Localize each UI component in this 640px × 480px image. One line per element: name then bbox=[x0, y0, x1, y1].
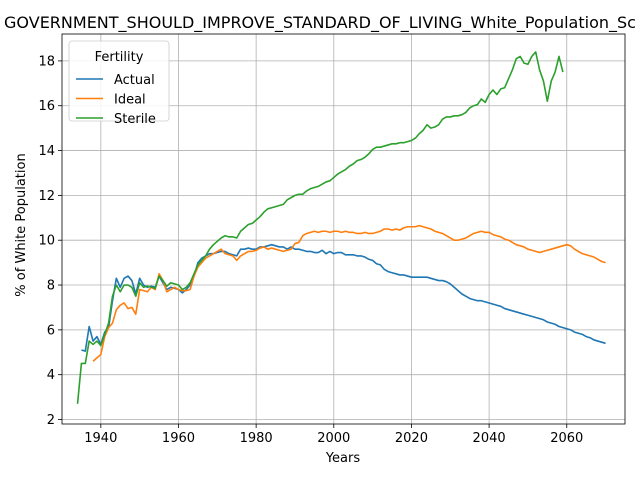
x-tick-label: 1960 bbox=[162, 431, 195, 446]
y-tick-label: 18 bbox=[38, 54, 55, 69]
series-line-sterile bbox=[76, 51, 564, 404]
x-axis-label: Years bbox=[325, 451, 361, 466]
series-lines bbox=[76, 51, 606, 404]
legend-label-sterile: Sterile bbox=[114, 112, 156, 127]
plot-frame bbox=[61, 33, 626, 425]
axis-ticks: 1940 1960 1980 2000 2020 2040 2060 2 4 6 8 10 12 14 16… bbox=[38, 54, 583, 446]
chart-title: GOVERNMENT_SHOULD_IMPROVE_STANDARD_OF_LI… bbox=[4, 13, 636, 33]
y-tick-label: 10 bbox=[38, 234, 55, 249]
x-tick-label: 2000 bbox=[317, 431, 350, 446]
x-tick-label: 1980 bbox=[240, 431, 273, 446]
y-tick-label: 2 bbox=[47, 413, 55, 428]
y-tick-label: 14 bbox=[38, 144, 55, 159]
legend-box bbox=[68, 40, 170, 122]
y-tick-label: 8 bbox=[47, 279, 55, 294]
legend: Fertility Actual Ideal Sterile bbox=[68, 40, 170, 127]
legend-title: Fertility bbox=[95, 50, 144, 65]
series-line-actual bbox=[81, 243, 606, 352]
y-tick-label: 16 bbox=[38, 99, 55, 114]
x-tick-label: 2020 bbox=[395, 431, 428, 446]
legend-label-actual: Actual bbox=[114, 73, 155, 88]
y-tick-label: 4 bbox=[47, 368, 55, 383]
y-axis-label: % of White Population bbox=[14, 153, 29, 296]
series-line-ideal bbox=[92, 224, 606, 362]
x-tick-label: 2040 bbox=[473, 431, 506, 446]
x-tick-label: 2060 bbox=[550, 431, 583, 446]
y-tick-label: 12 bbox=[38, 189, 55, 204]
y-tick-label: 6 bbox=[47, 323, 55, 338]
grid-lines bbox=[62, 34, 625, 424]
x-tick-label: 1940 bbox=[84, 431, 117, 446]
legend-label-ideal: Ideal bbox=[114, 93, 146, 108]
